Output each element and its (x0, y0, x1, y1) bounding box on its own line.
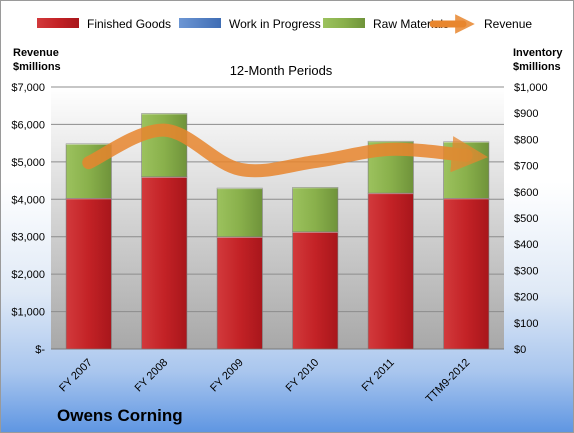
x-tick-label: FY 2009 (208, 357, 246, 395)
bar-finished-goods (141, 176, 188, 350)
left-tick-label: $3,000 (11, 232, 45, 244)
left-tick-label: $2,000 (11, 269, 45, 281)
left-tick-label: $7,000 (11, 82, 45, 94)
legend-label-revenue: Revenue (484, 17, 532, 31)
bar-finished-goods (367, 192, 414, 350)
gridlines (51, 86, 504, 350)
bar-finished-goods (292, 231, 339, 350)
right-tick-label: $100 (514, 318, 538, 330)
right-axis-ticks: $0 $100 $200 $300 $400 $500 $600 $700 $800 $900 $1… (514, 82, 548, 356)
right-axis-title-line2: $millions (513, 61, 561, 73)
legend-label-finished-goods: Finished Goods (87, 17, 171, 31)
bar-raw-materials (141, 113, 188, 178)
bars (65, 113, 490, 350)
bar-finished-goods (65, 198, 112, 350)
left-tick-label: $6,000 (11, 119, 45, 131)
left-tick-label: $- (35, 344, 45, 356)
bar-finished-goods (216, 236, 263, 350)
bar-raw-materials (292, 187, 339, 233)
x-tick-label: FY 2010 (284, 357, 322, 395)
left-tick-label: $1,000 (11, 307, 45, 319)
legend-swatch-finished-goods (37, 18, 79, 28)
legend-swatch-work-in-progress (179, 18, 221, 28)
right-tick-label: $400 (514, 239, 538, 251)
right-tick-label: $900 (514, 108, 538, 120)
left-axis-title-line2: $millions (13, 61, 61, 73)
x-tick-label: FY 2007 (57, 357, 95, 395)
company-name: Owens Corning (57, 406, 183, 425)
x-axis-labels: FY 2007 FY 2008 FY 2009 FY 2010 FY 2011 TTM9-… (57, 357, 472, 406)
legend: Finished Goods Work in Progress Raw Mate… (37, 14, 532, 34)
x-tick-label: FY 2008 (133, 357, 171, 395)
right-tick-label: $500 (514, 213, 538, 225)
right-tick-label: $600 (514, 187, 538, 199)
chart-subtitle: 12-Month Periods (230, 63, 333, 78)
left-axis-title-line1: Revenue (13, 47, 59, 59)
right-tick-label: $800 (514, 134, 538, 146)
bar-raw-materials (216, 187, 263, 238)
left-tick-label: $4,000 (11, 194, 45, 206)
right-axis-title-line1: Inventory (513, 47, 563, 59)
right-tick-label: $300 (514, 265, 538, 277)
legend-label-work-in-progress: Work in Progress (229, 17, 321, 31)
left-axis-ticks: $- $1,000 $2,000 $3,000 $4,000 $5,000 $6,000 $7… (11, 82, 45, 356)
legend-swatch-raw-materials (323, 18, 365, 28)
legend-label-raw-materials: Raw Materials (373, 17, 449, 31)
plot-area (51, 87, 504, 349)
revenue-line-layer (82, 123, 489, 178)
right-tick-label: $1,000 (514, 82, 548, 94)
right-tick-label: $0 (514, 344, 526, 356)
left-tick-label: $5,000 (11, 157, 45, 169)
bar-finished-goods (443, 198, 490, 350)
x-tick-label: FY 2011 (360, 357, 397, 394)
right-tick-label: $700 (514, 161, 538, 173)
right-tick-label: $200 (514, 292, 538, 304)
revenue-line (82, 123, 489, 178)
x-tick-label: TTM9-2012 (424, 357, 473, 406)
